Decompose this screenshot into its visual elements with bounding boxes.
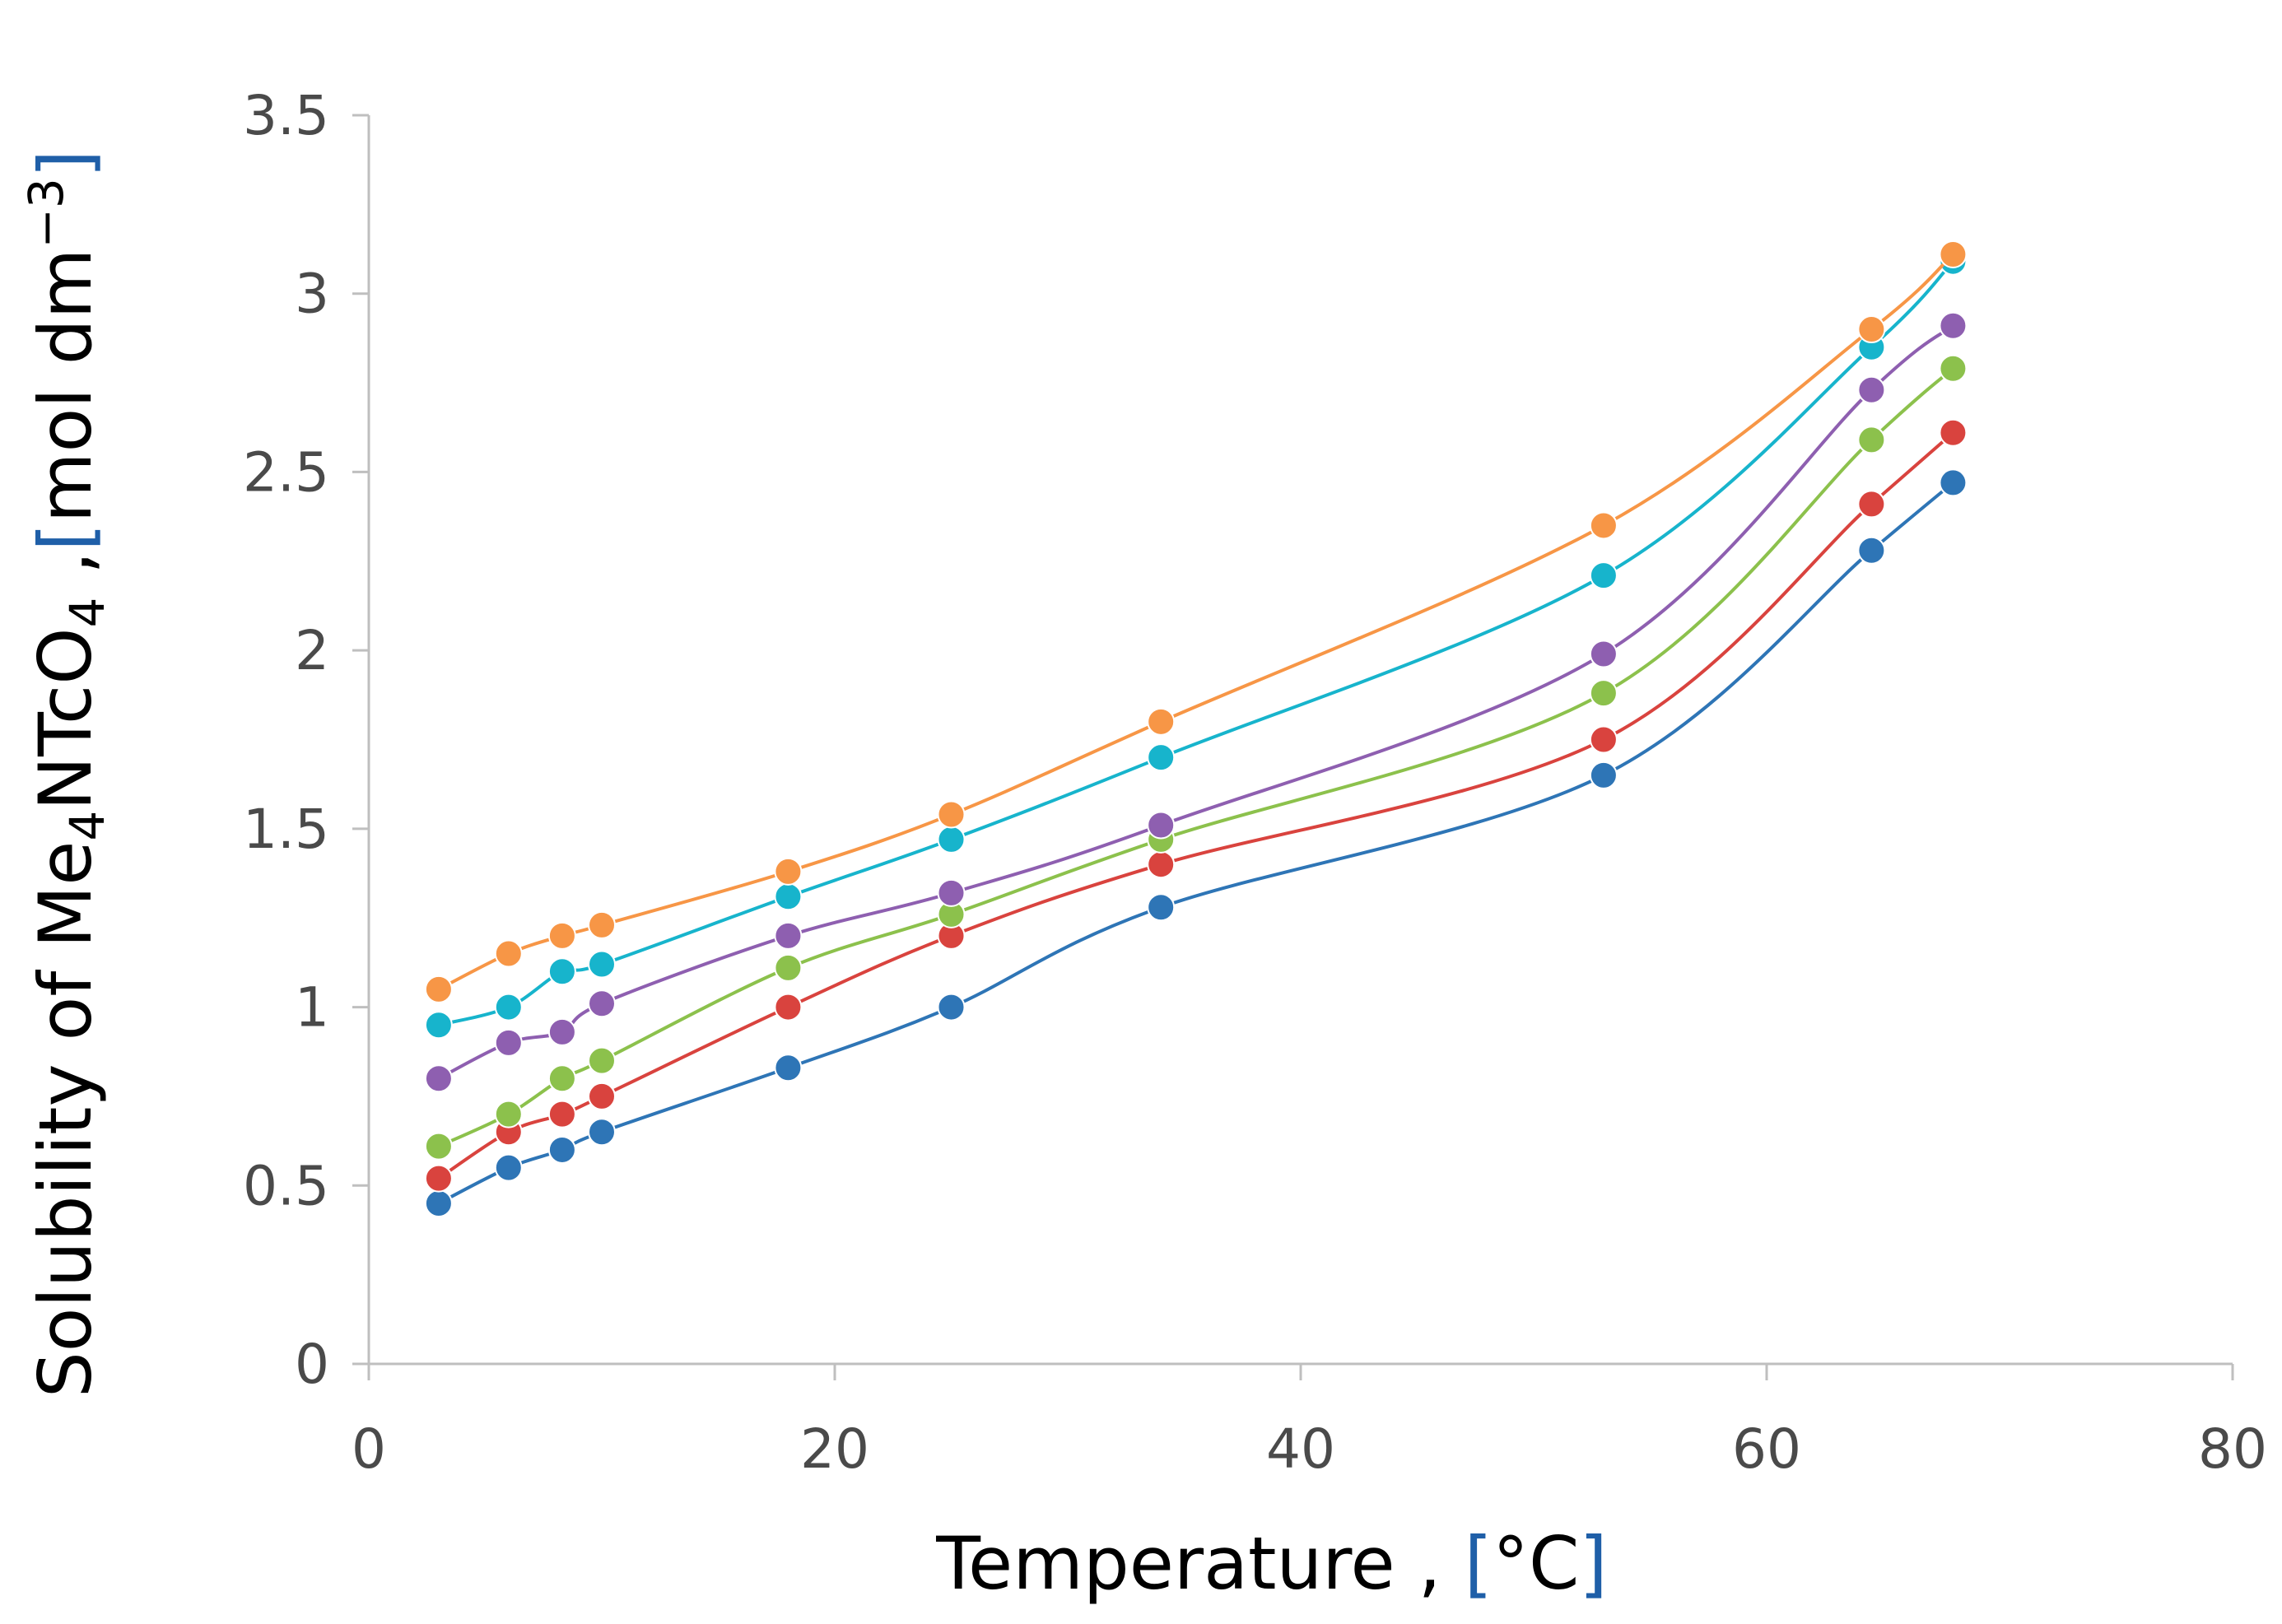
- series-3-point: [588, 1046, 616, 1075]
- series-6-line: [437, 253, 1954, 991]
- series-4-point: [774, 921, 803, 950]
- series-3-point: [424, 1132, 453, 1161]
- series-4-point: [424, 1064, 453, 1093]
- series-1-point: [774, 1054, 803, 1082]
- series-5-point: [774, 882, 803, 911]
- y-axis-unit-superscript: −3: [18, 178, 74, 249]
- y-axis-unit: mol dm: [23, 249, 108, 523]
- y-tick-label: 0: [295, 1333, 329, 1396]
- series-1-point: [547, 1135, 576, 1164]
- series-3-point: [1589, 679, 1618, 708]
- series-3-point: [494, 1100, 523, 1128]
- series-2-point: [774, 993, 803, 1021]
- series-5-line: [438, 260, 1954, 1027]
- series-5-point: [937, 825, 966, 854]
- series-2-point: [547, 1100, 576, 1128]
- series-1-point: [424, 1189, 453, 1217]
- series-5-point: [547, 957, 576, 986]
- series-2-line: [437, 431, 1954, 1180]
- x-axis-title: Temperature , [°C]: [935, 1521, 1608, 1606]
- series-6-point: [547, 921, 576, 950]
- y-tick-label: 3.5: [243, 84, 329, 147]
- series-4-point: [494, 1028, 523, 1057]
- y-tick-label: 0.5: [243, 1154, 329, 1217]
- series-6-point: [1857, 315, 1886, 344]
- y-tick-label: 1: [295, 976, 329, 1040]
- y-axis-title: Solubility of Me4NTcO4 ,[mol dm−3]: [18, 150, 115, 1398]
- y-axis-close-bracket: ]: [23, 150, 108, 178]
- series-1-point: [1939, 468, 1968, 497]
- y-tick-label: 1.5: [243, 798, 329, 861]
- series-1-point: [1147, 893, 1176, 922]
- series-3-point: [774, 953, 803, 982]
- series-5-point: [1147, 743, 1176, 772]
- series-4-point: [588, 989, 616, 1018]
- series-4: [424, 311, 1968, 1093]
- series-1-point: [1589, 761, 1618, 789]
- series-4-line: [437, 324, 1954, 1081]
- series-6: [424, 240, 1968, 1003]
- series-1-line: [437, 481, 1954, 1205]
- series-1-point: [494, 1153, 523, 1182]
- x-axis-open-bracket: [: [1465, 1521, 1493, 1606]
- series-1: [424, 468, 1968, 1217]
- y-axis-title-prefix: Solubility of Me: [23, 841, 108, 1398]
- series-layer: [424, 240, 1968, 1217]
- x-ticks: 0 20 40 60 80: [352, 1364, 2267, 1481]
- x-tick-label: 80: [2198, 1417, 2267, 1481]
- x-axis-title-separator: ,: [1395, 1521, 1465, 1606]
- series-6-point: [937, 800, 966, 829]
- axes: [367, 115, 2233, 1366]
- series-6-point: [424, 975, 453, 1003]
- series-3-point: [1939, 354, 1968, 383]
- series-6-point: [494, 939, 523, 968]
- series-5-point: [494, 993, 523, 1021]
- x-tick-label: 40: [1266, 1417, 1335, 1481]
- y-axis-title-mid: NTcO: [23, 627, 108, 810]
- series-4-point: [1857, 375, 1886, 404]
- series-2-point: [1857, 490, 1886, 519]
- series-3-point: [547, 1064, 576, 1093]
- x-tick-label: 60: [1732, 1417, 1801, 1481]
- series-5-point: [424, 1011, 453, 1040]
- series-6-point: [774, 857, 803, 886]
- series-2-point: [1939, 418, 1968, 447]
- series-1-point: [588, 1118, 616, 1147]
- series-6-point: [1147, 707, 1176, 736]
- series-2-point: [1147, 850, 1176, 879]
- x-tick-label: 20: [800, 1417, 869, 1481]
- series-2: [424, 418, 1968, 1193]
- series-2-point: [424, 1164, 453, 1193]
- series-4-point: [547, 1017, 576, 1046]
- series-5-point: [1589, 561, 1618, 590]
- y-axis-title-subscript-2: 4: [59, 598, 115, 628]
- series-6-point: [588, 910, 616, 939]
- series-2-point: [1589, 725, 1618, 754]
- series-4-point: [1147, 811, 1176, 840]
- series-5-point: [588, 950, 616, 979]
- x-axis-unit: °C: [1493, 1521, 1579, 1606]
- x-axis-close-bracket: ]: [1579, 1521, 1607, 1606]
- y-axis-title-separator: ,: [23, 551, 108, 598]
- series-2-point: [588, 1082, 616, 1110]
- y-tick-label: 2: [295, 619, 329, 682]
- y-tick-label: 2.5: [243, 440, 329, 504]
- series-1-point: [937, 993, 966, 1021]
- x-tick-label: 0: [352, 1417, 386, 1481]
- series-1-point: [1857, 536, 1886, 565]
- series-6-point: [1589, 511, 1618, 540]
- series-4-point: [937, 878, 966, 907]
- y-axis-title-subscript-1: 4: [59, 811, 115, 841]
- series-6-point: [1939, 240, 1968, 269]
- y-tick-label: 3: [295, 263, 329, 326]
- y-axis-open-bracket: [: [23, 523, 108, 551]
- series-3-point: [1857, 426, 1886, 454]
- series-4-point: [1589, 640, 1618, 668]
- x-axis-title-text: Temperature: [935, 1521, 1395, 1606]
- series-5: [424, 247, 1968, 1040]
- y-ticks: 0 0.5 1 1.5 2 2.5 3 3.5: [243, 84, 369, 1396]
- series-4-point: [1939, 311, 1968, 340]
